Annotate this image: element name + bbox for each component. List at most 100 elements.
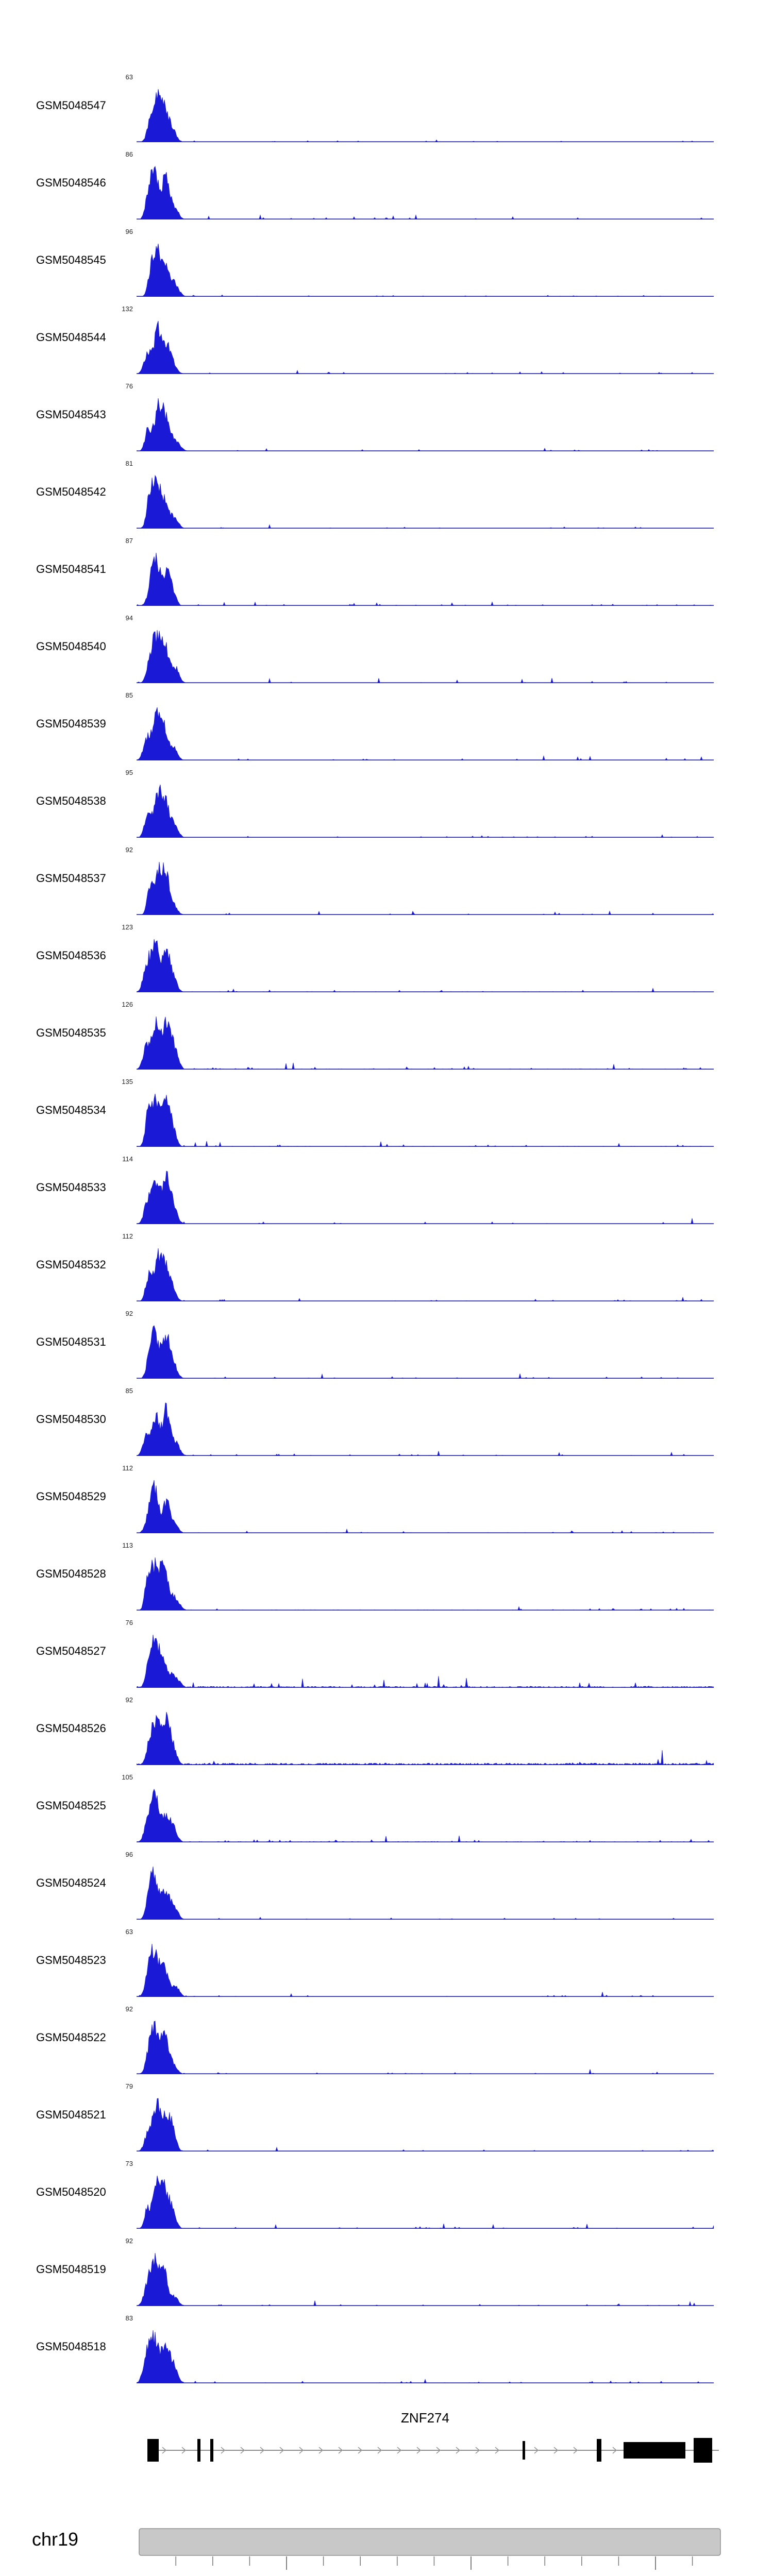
track-sample-label: GSM5048526 — [36, 1722, 106, 1735]
track-row: GSM5048536 123 — [0, 917, 773, 994]
track-ymax-value: 79 — [125, 2082, 133, 2090]
track-row: GSM5048545 96 — [0, 222, 773, 299]
track-sample-label: GSM5048519 — [36, 2263, 106, 2276]
strand-arrow — [397, 2447, 402, 2454]
gene-annotation: ZNF274 — [0, 2406, 773, 2494]
track-ymax-value: 94 — [125, 614, 133, 622]
track-ymax-value: 92 — [125, 1696, 133, 1704]
track-ymax-value: 81 — [125, 460, 133, 467]
track-row: GSM5048537 92 — [0, 840, 773, 917]
track-signal-plot — [137, 1402, 714, 1456]
track-signal-plot — [137, 1016, 714, 1070]
track-signal-plot — [137, 474, 714, 529]
track-sample-label: GSM5048520 — [36, 2185, 106, 2198]
track-signal-plot — [137, 1093, 714, 1147]
track-signal-plot — [137, 2098, 714, 2151]
track-ymax-value: 92 — [125, 2237, 133, 2245]
track-sample-label: GSM5048536 — [36, 949, 106, 962]
chromosome-ruler: chr19 58.19Mb58.2Mb58.21Mb — [0, 2519, 773, 2576]
track-sample-label: GSM5048530 — [36, 1413, 106, 1426]
track-row: GSM5048523 63 — [0, 1922, 773, 1999]
strand-arrow — [436, 2447, 441, 2454]
strand-arrow — [279, 2447, 284, 2454]
track-row: GSM5048525 105 — [0, 1767, 773, 1844]
track-row: GSM5048521 79 — [0, 2076, 773, 2154]
track-sample-label: GSM5048539 — [36, 717, 106, 730]
track-signal-plot — [137, 2175, 714, 2229]
track-signal-plot — [137, 1711, 714, 1765]
signal-area — [137, 861, 714, 915]
signal-area — [137, 1480, 714, 1533]
signal-area — [137, 1248, 714, 1301]
track-signal-plot — [137, 2252, 714, 2306]
exon — [210, 2439, 213, 2462]
track-row: GSM5048547 63 — [0, 67, 773, 144]
track-ymax-value: 132 — [122, 305, 133, 313]
signal-area — [137, 552, 714, 606]
track-ymax-value: 96 — [125, 1851, 133, 1858]
signal-area — [137, 1711, 714, 1765]
track-row: GSM5048543 76 — [0, 376, 773, 453]
track-ymax-value: 83 — [125, 2314, 133, 2322]
track-row: GSM5048533 114 — [0, 1149, 773, 1226]
track-ymax-value: 105 — [122, 1773, 133, 1781]
track-row: GSM5048535 126 — [0, 994, 773, 1072]
exon — [523, 2441, 525, 2460]
track-sample-label: GSM5048534 — [36, 1104, 106, 1116]
strand-arrow — [534, 2447, 539, 2454]
strand-arrow — [358, 2447, 363, 2454]
track-signal-plot — [137, 1325, 714, 1379]
track-ymax-value: 85 — [125, 691, 133, 699]
signal-area — [137, 630, 714, 683]
track-ymax-value: 73 — [125, 2160, 133, 2167]
signal-area — [137, 784, 714, 838]
chromosome-label: chr19 — [32, 2529, 79, 2550]
track-signal-plot — [137, 1943, 714, 1997]
coordinate-ruler: 58.19Mb58.2Mb58.21Mb — [139, 2528, 721, 2570]
track-row: GSM5048546 86 — [0, 144, 773, 222]
track-ymax-value: 95 — [125, 769, 133, 776]
track-ymax-value: 76 — [125, 382, 133, 390]
track-row: GSM5048541 87 — [0, 531, 773, 608]
track-signal-plot — [137, 1788, 714, 1842]
track-row: GSM5048527 76 — [0, 1613, 773, 1690]
signal-area — [137, 320, 714, 374]
track-ymax-value: 76 — [125, 1619, 133, 1626]
track-row: GSM5048542 81 — [0, 453, 773, 531]
track-row: GSM5048519 92 — [0, 2231, 773, 2308]
track-ymax-value: 135 — [122, 1078, 133, 1086]
strand-arrow — [475, 2447, 480, 2454]
track-sample-label: GSM5048533 — [36, 1181, 106, 1194]
chromosome-bar — [139, 2528, 721, 2556]
track-row: GSM5048538 95 — [0, 762, 773, 840]
track-sample-label: GSM5048543 — [36, 408, 106, 421]
signal-area — [137, 2098, 714, 2151]
track-sample-label: GSM5048547 — [36, 99, 106, 112]
gene-model-diagram — [147, 2438, 719, 2463]
track-row: GSM5048530 85 — [0, 1381, 773, 1458]
track-row: GSM5048529 112 — [0, 1458, 773, 1535]
track-ymax-value: 114 — [122, 1155, 133, 1163]
strand-arrow — [221, 2447, 226, 2454]
signal-tracks: GSM5048547 63 GSM5048546 86 GSM5048545 9… — [0, 67, 773, 2385]
signal-area — [137, 1557, 714, 1611]
track-signal-plot — [137, 165, 714, 219]
strand-arrow — [240, 2447, 245, 2454]
track-signal-plot — [137, 2330, 714, 2383]
track-ymax-value: 92 — [125, 846, 133, 854]
track-sample-label: GSM5048535 — [36, 1026, 106, 1039]
exon — [694, 2438, 712, 2463]
track-ymax-value: 85 — [125, 1387, 133, 1395]
track-ymax-value: 86 — [125, 150, 133, 158]
track-row: GSM5048531 92 — [0, 1303, 773, 1381]
track-ymax-value: 96 — [125, 228, 133, 235]
track-ymax-value: 112 — [122, 1232, 133, 1240]
strand-arrow — [299, 2447, 304, 2454]
track-signal-plot — [137, 1634, 714, 1688]
track-ymax-value: 126 — [122, 1001, 133, 1008]
signal-area — [137, 939, 714, 992]
strand-arrow — [573, 2447, 578, 2454]
track-sample-label: GSM5048542 — [36, 485, 106, 498]
track-sample-label: GSM5048521 — [36, 2108, 106, 2121]
track-row: GSM5048540 94 — [0, 608, 773, 685]
